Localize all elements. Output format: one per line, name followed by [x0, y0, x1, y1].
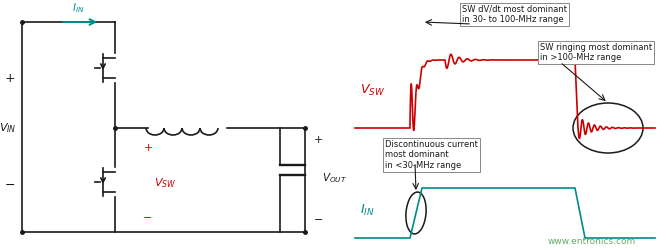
Text: −: − — [143, 213, 153, 223]
Text: Discontinuous current
most dominant
in <30-MHz range: Discontinuous current most dominant in <… — [385, 140, 478, 170]
Text: SW dV/dt most dominant
in 30- to 100-MHz range: SW dV/dt most dominant in 30- to 100-MHz… — [462, 5, 567, 24]
Text: +: + — [143, 143, 153, 153]
Text: −: − — [5, 178, 15, 192]
Text: $I_{IN}$: $I_{IN}$ — [72, 1, 84, 15]
Text: $V_{OUT}$: $V_{OUT}$ — [322, 171, 347, 185]
Text: $I_{IN}$: $I_{IN}$ — [360, 202, 374, 218]
Text: +: + — [314, 135, 324, 145]
Text: +: + — [5, 72, 15, 85]
Text: $V_{SW}$: $V_{SW}$ — [154, 176, 176, 190]
Text: SW ringing most dominant
in >100-MHz range: SW ringing most dominant in >100-MHz ran… — [540, 43, 652, 62]
Text: −: − — [314, 215, 324, 225]
Text: www.entronics.com: www.entronics.com — [548, 237, 636, 246]
Text: $V_{IN}$: $V_{IN}$ — [0, 121, 17, 135]
Text: $V_{SW}$: $V_{SW}$ — [360, 82, 385, 98]
